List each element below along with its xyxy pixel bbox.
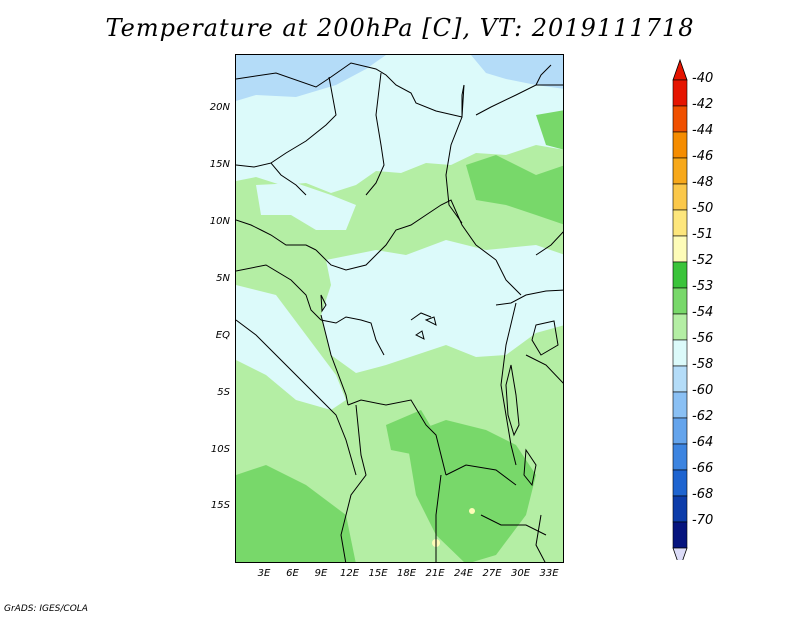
colorbar-tick-label: -62 <box>692 409 714 424</box>
lat-tick-label: 15N <box>209 159 230 170</box>
field-band-52-southwest <box>236 465 356 562</box>
lon-tick-label: 21E <box>425 568 445 579</box>
colorbar-swatch <box>672 495 688 523</box>
lon-tick-label: 18E <box>396 568 417 579</box>
lon-tick-label: 12E <box>339 568 360 579</box>
colorbar-swatch <box>672 417 688 445</box>
lat-tick-label: 5S <box>217 387 230 398</box>
country-boundaries <box>236 62 563 562</box>
colorbar-tick-label: -54 <box>692 305 714 320</box>
colorbar-swatch <box>672 521 688 549</box>
colorbar-swatch <box>672 261 688 289</box>
colorbar-swatch <box>672 339 688 367</box>
field-band-56-northeast <box>471 55 563 89</box>
lat-tick-label: 10S <box>210 444 230 455</box>
colorbar-tick-label: -58 <box>692 357 714 372</box>
field-band-52-northeast <box>536 110 563 150</box>
lon-tick-label: 9E <box>314 568 328 579</box>
colorbar <box>672 58 688 560</box>
colorbar-tick-label: -50 <box>692 201 714 216</box>
colorbar-swatch <box>672 443 688 471</box>
field-band-51-speck <box>469 508 475 514</box>
lon-tick-label: 24E <box>453 568 474 579</box>
field-band-54-west <box>256 183 356 230</box>
lat-tick-label: 20N <box>209 102 230 113</box>
colorbar-swatch <box>672 313 688 341</box>
lon-tick-label: 3E <box>257 568 271 579</box>
lat-tick-label: 10N <box>209 216 230 227</box>
grads-credit: GrADS: IGES/COLA <box>4 604 88 614</box>
colorbar-tick-label: -60 <box>692 383 714 398</box>
colorbar-top-arrow <box>672 58 688 81</box>
colorbar-tick-label: -48 <box>692 175 714 190</box>
colorbar-tick-label: -40 <box>692 71 714 86</box>
lat-tick-label: 15S <box>210 500 230 511</box>
colorbar-swatch <box>672 287 688 315</box>
colorbar-swatch <box>672 365 688 393</box>
lon-tick-label: 33E <box>539 568 559 579</box>
colorbar-tick-label: -44 <box>692 123 714 138</box>
colorbar-swatch <box>672 131 688 159</box>
colorbar-swatch <box>672 209 688 237</box>
colorbar-tick-label: -66 <box>692 461 714 476</box>
lon-tick-label: 27E <box>482 568 502 579</box>
colorbar-tick-label: -70 <box>692 513 714 528</box>
field-band-52-south <box>406 420 536 562</box>
lon-tick-label: 30E <box>510 568 531 579</box>
colorbar-tick-label: -46 <box>692 149 714 164</box>
map-panel <box>235 54 564 563</box>
field-band-54-coast <box>236 285 346 410</box>
map-title: Temperature at 200hPa [C], VT: 201911171… <box>105 14 695 42</box>
colorbar-tick-label: -51 <box>692 227 714 242</box>
colorbar-swatch <box>672 157 688 185</box>
colorbar-swatch <box>672 183 688 211</box>
field-band-52-east <box>466 155 563 225</box>
colorbar-swatch <box>672 469 688 497</box>
colorbar-bottom-arrow <box>672 547 688 560</box>
lat-tick-label: EQ <box>215 330 230 341</box>
colorbar-swatch <box>672 105 688 133</box>
colorbar-swatch <box>672 79 688 107</box>
colorbar-tick-label: -42 <box>692 97 714 112</box>
lat-tick-label: 5N <box>216 273 230 284</box>
colorbar-tick-label: -52 <box>692 253 714 268</box>
field-band-56-north <box>236 55 386 101</box>
lakes <box>320 294 559 487</box>
colorbar-swatch <box>672 235 688 263</box>
temperature-map <box>236 55 563 562</box>
colorbar-tick-label: -64 <box>692 435 714 450</box>
colorbar-tick-label: -53 <box>692 279 714 294</box>
colorbar-tick-label: -68 <box>692 487 714 502</box>
lon-tick-label: 6E <box>286 568 299 579</box>
colorbar-tick-label: -56 <box>692 331 714 346</box>
lon-tick-label: 15E <box>368 568 388 579</box>
colorbar-swatch <box>672 391 688 419</box>
